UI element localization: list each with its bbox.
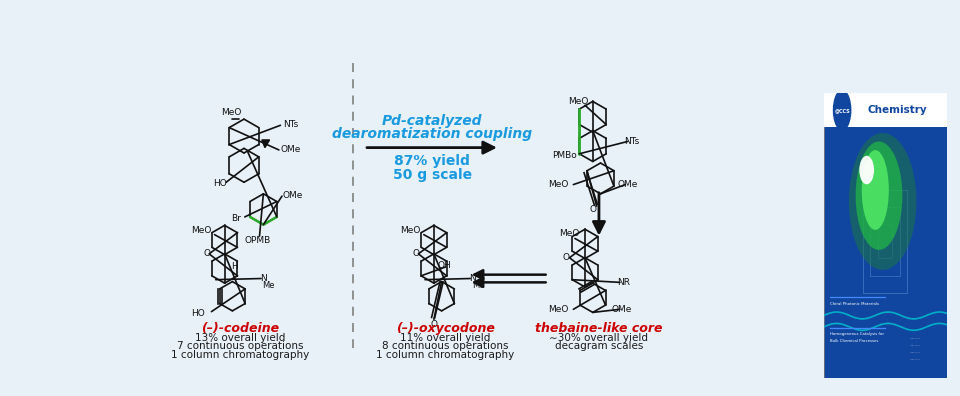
Text: Br: Br	[230, 214, 241, 223]
Text: NTs: NTs	[283, 120, 298, 129]
Text: OH: OH	[437, 261, 451, 270]
Text: (–)-oxycodone: (–)-oxycodone	[396, 322, 495, 335]
Text: O: O	[413, 249, 420, 258]
Polygon shape	[262, 140, 270, 148]
Text: N: N	[260, 274, 267, 283]
Ellipse shape	[862, 150, 889, 230]
Text: MeO: MeO	[191, 225, 211, 234]
Text: 50 g scale: 50 g scale	[393, 168, 472, 182]
Text: HO: HO	[191, 308, 204, 318]
Text: Bulk Chemical Processes: Bulk Chemical Processes	[829, 339, 878, 343]
Bar	[824, 93, 947, 127]
Text: MeO: MeO	[400, 225, 420, 234]
Text: MeO: MeO	[548, 305, 568, 314]
Text: @CCS: @CCS	[834, 108, 850, 113]
Text: 11% overall yield: 11% overall yield	[400, 333, 491, 343]
Text: OMe: OMe	[612, 305, 632, 314]
Text: O: O	[589, 205, 596, 214]
Text: 1 column chromatography: 1 column chromatography	[376, 350, 515, 360]
Text: MeO: MeO	[560, 229, 580, 238]
Text: 7 continuous operations: 7 continuous operations	[177, 341, 303, 351]
Text: MeO: MeO	[568, 97, 588, 106]
Ellipse shape	[859, 156, 874, 184]
Text: thebaine-like core: thebaine-like core	[536, 322, 662, 335]
Text: O: O	[430, 320, 438, 329]
Text: Homogeneous Catalysis for: Homogeneous Catalysis for	[829, 332, 884, 336]
Text: O: O	[204, 249, 210, 258]
Ellipse shape	[849, 133, 917, 270]
Text: (–)-codeine: (–)-codeine	[201, 322, 279, 335]
Text: ————: ————	[910, 358, 921, 362]
Text: ∼30% overall yield: ∼30% overall yield	[549, 333, 648, 343]
Text: 8 continuous operations: 8 continuous operations	[382, 341, 509, 351]
Text: OMe: OMe	[617, 180, 637, 189]
Text: NTs: NTs	[624, 137, 639, 146]
Bar	[877, 224, 893, 259]
Circle shape	[833, 90, 851, 130]
Text: dearomatization coupling: dearomatization coupling	[332, 127, 533, 141]
Text: OMe: OMe	[283, 191, 303, 200]
Text: ————: ————	[910, 343, 921, 347]
Text: Pd-catalyzed: Pd-catalyzed	[382, 114, 483, 128]
Bar	[871, 207, 900, 276]
Text: 1 column chromatography: 1 column chromatography	[171, 350, 309, 360]
Text: O: O	[563, 253, 569, 262]
Text: Me: Me	[471, 281, 484, 290]
Text: HO: HO	[213, 179, 227, 188]
Text: H: H	[231, 263, 238, 272]
Text: decagram scales: decagram scales	[555, 341, 643, 351]
Text: Chiral Photonic Materials: Chiral Photonic Materials	[829, 302, 878, 306]
Text: N: N	[469, 274, 476, 283]
Text: NR: NR	[617, 278, 631, 287]
Text: OMe: OMe	[280, 145, 300, 154]
Text: ————: ————	[910, 350, 921, 354]
Text: ————: ————	[910, 336, 921, 340]
Ellipse shape	[855, 141, 902, 250]
Text: PMBo: PMBo	[552, 151, 577, 160]
Text: Chemistry: Chemistry	[868, 105, 927, 115]
Text: 13% overall yield: 13% overall yield	[195, 333, 285, 343]
Bar	[863, 190, 907, 293]
Text: 87% yield: 87% yield	[395, 154, 470, 168]
Text: OPMB: OPMB	[244, 236, 271, 244]
Text: MeO: MeO	[221, 109, 241, 118]
Text: MeO: MeO	[548, 180, 568, 189]
Text: Me: Me	[262, 281, 276, 290]
